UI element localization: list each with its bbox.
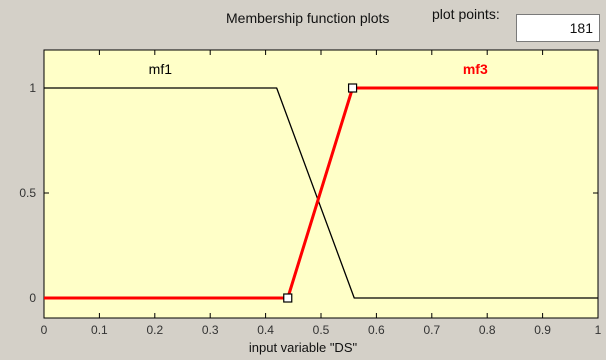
- mf-label-mf3[interactable]: mf3: [463, 61, 488, 77]
- plot-points-label: plot points:: [432, 6, 500, 22]
- x-tick-label: 0.5: [313, 323, 330, 337]
- mf-handle[interactable]: [283, 293, 293, 303]
- plot-title: Membership function plots: [226, 10, 390, 26]
- membership-function-plot[interactable]: 0 0.1 0.2 0.3 0.4 0.5 0.6 0.7 0.8 0.9 1 0 0.5 1 mf1 mf…: [0, 0, 606, 340]
- y-tick-label: 0.5: [19, 186, 36, 200]
- mf-label-mf1[interactable]: mf1: [149, 61, 173, 77]
- x-axis-label: input variable "DS": [248, 340, 358, 355]
- x-tick-label: 0.2: [146, 323, 163, 337]
- mf-curve-mf3[interactable]: [44, 86, 598, 300]
- x-tick-label: 1: [595, 323, 602, 337]
- mf-curve-mf1[interactable]: [44, 87, 598, 299]
- x-tick-label: 0.4: [257, 323, 274, 337]
- x-tick-label: 0.3: [202, 323, 219, 337]
- x-tick-label: 0.8: [479, 323, 496, 337]
- x-tick-label: 0: [41, 323, 48, 337]
- x-tick-label: 0.9: [534, 323, 551, 337]
- x-tick-label: 0.7: [423, 323, 440, 337]
- x-tick-label: 0.1: [91, 323, 108, 337]
- mf-handle[interactable]: [347, 83, 358, 93]
- y-tick-label: 0: [29, 291, 36, 305]
- x-tick-label: 0.6: [368, 323, 385, 337]
- plot-area[interactable]: [43, 49, 599, 319]
- y-tick-label: 1: [29, 81, 36, 95]
- plot-points-input[interactable]: [516, 14, 600, 42]
